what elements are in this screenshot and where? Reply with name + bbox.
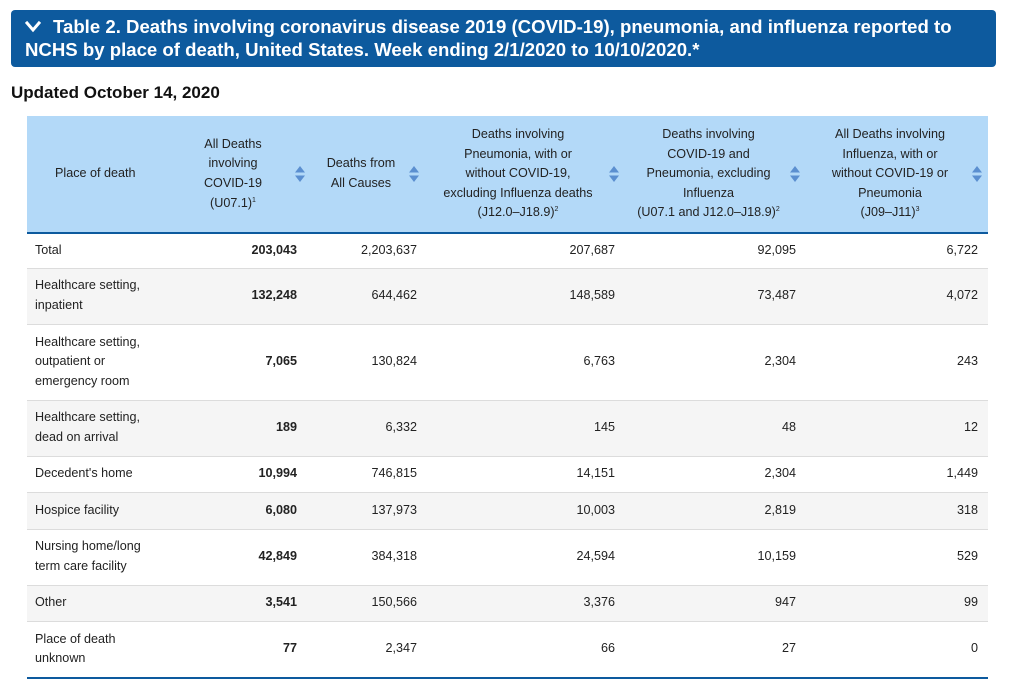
table-cell-covid-deaths: 203,043 — [169, 233, 311, 269]
sort-icon[interactable] — [609, 166, 619, 182]
table-cell-all-causes: 644,462 — [311, 268, 425, 325]
table-cell-covid-deaths: 3,541 — [169, 585, 311, 622]
table-row: Decedent's home 10,994 746,815 14,151 2,304 1… — [27, 456, 988, 493]
table-cell-influenza-deaths: 99 — [806, 585, 988, 622]
table-cell-place-of-death: Other — [27, 585, 169, 622]
table-cell-covid-deaths: 132,248 — [169, 268, 311, 325]
table-cell-covid-deaths: 189 — [169, 400, 311, 457]
table-cell-covid-deaths: 42,849 — [169, 529, 311, 586]
table-cell-pneumonia-deaths: 3,376 — [425, 585, 625, 622]
table-cell-all-causes: 150,566 — [311, 585, 425, 622]
table-cell-covid-pneumonia: 27 — [625, 621, 806, 679]
sort-icon[interactable] — [409, 166, 419, 182]
table-row: Healthcare setting, dead on arrival 189 6,… — [27, 400, 988, 457]
table-cell-influenza-deaths: 6,722 — [806, 233, 988, 269]
table-cell-covid-pneumonia: 2,304 — [625, 456, 806, 493]
table-cell-covid-deaths: 7,065 — [169, 324, 311, 401]
table-cell-influenza-deaths: 12 — [806, 400, 988, 457]
table-cell-influenza-deaths: 318 — [806, 492, 988, 530]
table-cell-covid-deaths: 6,080 — [169, 492, 311, 530]
table-title-line-2: NCHS by place of death, United States. W… — [25, 39, 700, 60]
table-cell-place-of-death: Place of death unknown — [27, 621, 169, 679]
table-cell-covid-pneumonia: 10,159 — [625, 529, 806, 586]
table-row: Healthcare setting, outpatient or emerge… — [27, 324, 988, 401]
table-row: Place of death unknown 77 2,347 66 27 0 — [27, 621, 988, 679]
table-cell-place-of-death: Healthcare setting, outpatient or emerge… — [27, 324, 169, 401]
table-cell-all-causes: 137,973 — [311, 492, 425, 530]
table-cell-influenza-deaths: 0 — [806, 621, 988, 679]
column-header-all-causes[interactable]: Deaths from All Causes — [311, 116, 425, 234]
table-header-row: Place of death All Deaths involving COVID-1… — [27, 116, 988, 234]
sort-icon[interactable] — [295, 166, 305, 182]
table-cell-place-of-death: Healthcare setting, dead on arrival — [27, 400, 169, 457]
column-header-label: Deaths involving Pneumonia, with or withou… — [443, 127, 593, 220]
column-header-covid-pneumonia[interactable]: Deaths involving COVID-19 and Pneumonia, e… — [625, 116, 806, 234]
table-title-banner[interactable]: Table 2. Deaths involving coronavirus di… — [11, 10, 996, 67]
table-cell-covid-pneumonia: 2,819 — [625, 492, 806, 530]
table-title-line-1: Table 2. Deaths involving coronavirus di… — [53, 16, 952, 37]
table-cell-place-of-death: Decedent's home — [27, 456, 169, 493]
table-cell-pneumonia-deaths: 6,763 — [425, 324, 625, 401]
deaths-table-container: Place of death All Deaths involving COVID-1… — [27, 116, 988, 679]
table-cell-place-of-death: Hospice facility — [27, 492, 169, 530]
table-cell-pneumonia-deaths: 145 — [425, 400, 625, 457]
column-header-label: Deaths from All Causes — [326, 156, 396, 190]
table-cell-all-causes: 2,203,637 — [311, 233, 425, 269]
table-cell-pneumonia-deaths: 66 — [425, 621, 625, 679]
table-row: Other 3,541 150,566 3,376 947 99 — [27, 585, 988, 622]
column-header-pneumonia-deaths[interactable]: Deaths involving Pneumonia, with or withou… — [425, 116, 625, 234]
footnote-marker: 1 — [252, 196, 256, 204]
table-cell-covid-pneumonia: 73,487 — [625, 268, 806, 325]
footnote-marker: 3 — [915, 206, 920, 214]
table-cell-covid-pneumonia: 48 — [625, 400, 806, 457]
footnote-marker: 2 — [554, 206, 559, 214]
column-header-label: Place of death — [55, 166, 136, 181]
table-cell-pneumonia-deaths: 24,594 — [425, 529, 625, 586]
chevron-down-icon — [24, 17, 47, 40]
table-cell-covid-pneumonia: 92,095 — [625, 233, 806, 269]
column-header-label: Deaths involving COVID-19 and Pneumonia, e… — [637, 127, 780, 220]
deaths-by-place-table: Place of death All Deaths involving COVID-1… — [27, 116, 988, 679]
table-body: Total 203,043 2,203,637 207,687 92,095 6,722 H… — [27, 233, 988, 679]
table-cell-influenza-deaths: 4,072 — [806, 268, 988, 325]
column-header-covid-deaths[interactable]: All Deaths involving COVID-19 (U07.1)1 — [169, 116, 311, 234]
table-row: Total 203,043 2,203,637 207,687 92,095 6,722 — [27, 233, 988, 269]
sort-icon[interactable] — [790, 166, 800, 182]
table-cell-covid-pneumonia: 947 — [625, 585, 806, 622]
table-title: Table 2. Deaths involving coronavirus di… — [25, 15, 982, 61]
table-cell-pneumonia-deaths: 10,003 — [425, 492, 625, 530]
table-cell-covid-deaths: 77 — [169, 621, 311, 679]
table-cell-all-causes: 130,824 — [311, 324, 425, 401]
table-cell-all-causes: 746,815 — [311, 456, 425, 493]
column-header-place-of-death: Place of death — [27, 116, 169, 234]
table-cell-all-causes: 384,318 — [311, 529, 425, 586]
footnote-marker: 2 — [775, 206, 780, 214]
sort-icon[interactable] — [972, 166, 982, 182]
updated-date: Updated October 14, 2020 — [11, 83, 220, 102]
table-cell-pneumonia-deaths: 207,687 — [425, 233, 625, 269]
table-cell-influenza-deaths: 529 — [806, 529, 988, 586]
table-row: Healthcare setting, inpatient 132,248 644,… — [27, 268, 988, 325]
column-header-label: All Deaths involving COVID-19 (U07.1)1 — [203, 136, 263, 210]
table-cell-covid-deaths: 10,994 — [169, 456, 311, 493]
table-cell-pneumonia-deaths: 14,151 — [425, 456, 625, 493]
table-cell-influenza-deaths: 243 — [806, 324, 988, 401]
table-cell-covid-pneumonia: 2,304 — [625, 324, 806, 401]
column-header-influenza-deaths[interactable]: All Deaths involving Influenza, with or wi… — [806, 116, 988, 234]
table-cell-place-of-death: Total — [27, 233, 169, 269]
table-cell-all-causes: 2,347 — [311, 621, 425, 679]
table-cell-influenza-deaths: 1,449 — [806, 456, 988, 493]
column-header-label: All Deaths involving Influenza, with or wi… — [831, 127, 949, 220]
table-cell-place-of-death: Healthcare setting, inpatient — [27, 268, 169, 325]
table-row: Hospice facility 6,080 137,973 10,003 2,819 3… — [27, 492, 988, 530]
table-cell-all-causes: 6,332 — [311, 400, 425, 457]
table-cell-place-of-death: Nursing home/long term care facility — [27, 529, 169, 586]
table-cell-pneumonia-deaths: 148,589 — [425, 268, 625, 325]
table-row: Nursing home/long term care facility 42,8… — [27, 529, 988, 586]
